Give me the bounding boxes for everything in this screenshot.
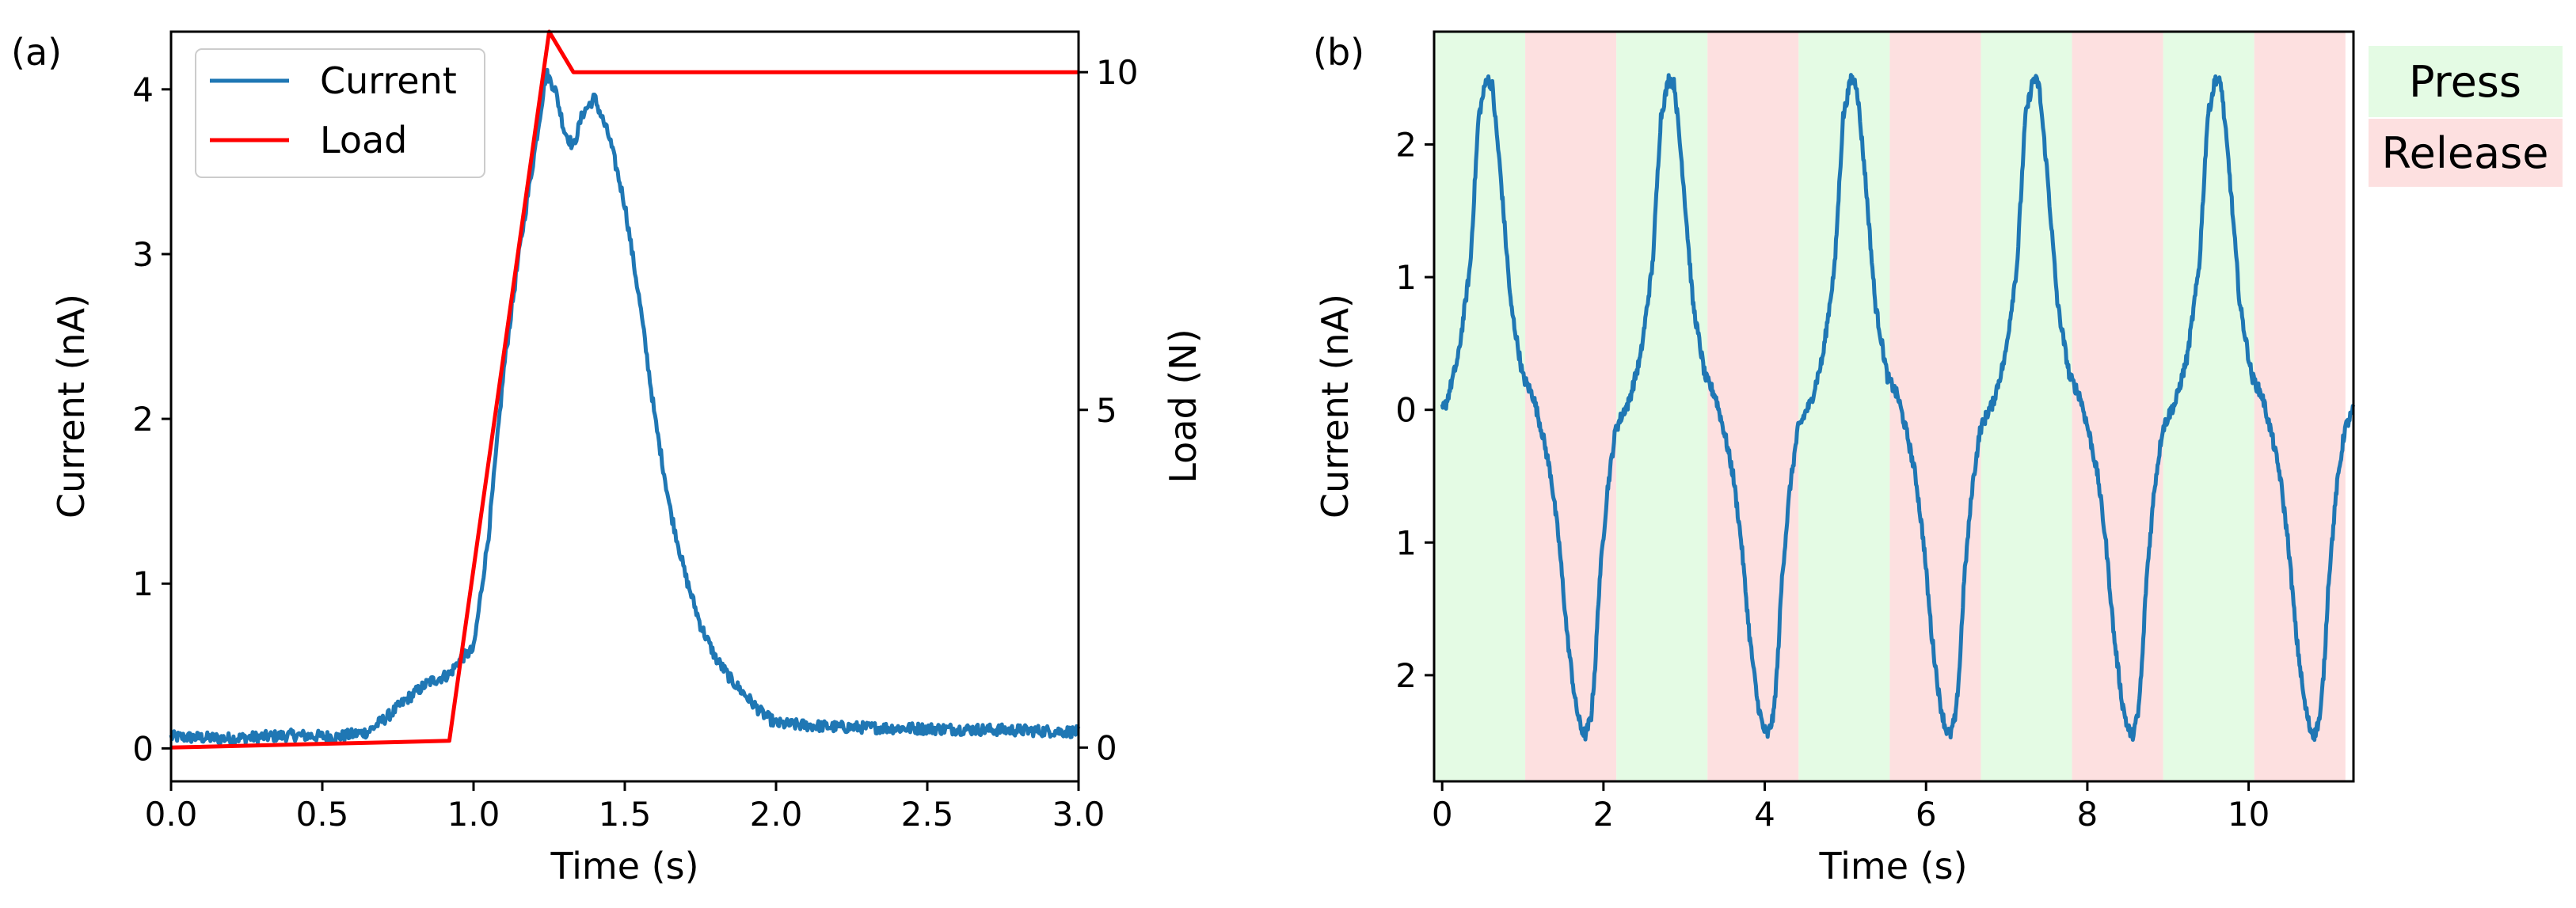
panel-b-x-axis-label: Time (s) [1818,845,1967,887]
panel-a-y2-ticks: 0 5 10 [1079,53,1138,767]
panel-a-x-axis-label: Time (s) [550,845,698,887]
panel-a-x-tick-label: 2.5 [901,795,954,834]
press-phase-band [1616,32,1708,781]
panel-b-x-tick-label: 2 [1593,795,1615,834]
panel-a-y-ticks: 0 1 2 3 4 [132,70,171,768]
panel-b-phase-bands [1434,32,2346,781]
panel-b-x-tick-label: 4 [1754,795,1775,834]
panel-b-label: (b) [1313,31,1364,74]
panel-a-y2-tick-label: 5 [1096,391,1117,430]
panel-b-legend: Press Release [2369,46,2563,187]
panel-b-series-layer [1440,73,2356,743]
panel-a-legend-current-label: Current [320,59,457,102]
panel-b-y-ticks: 2 1 0 1 2 [1395,125,1434,695]
press-phase-band [1981,32,2072,781]
panel-b-y-axis-label: Current (nA) [1314,294,1356,519]
panel-b-legend-release-swatch [2369,119,2563,187]
panel-a-y-tick-label: 3 [132,235,154,274]
panel-a-chart: (a) 0.0 0.5 1.0 1.5 2.0 2.5 3.0 0 1 2 3 4 0 5 10 Tim… [11,29,1204,887]
press-phase-band [2163,32,2254,781]
panel-b-plot-frame [1433,30,2355,783]
panel-b-y-tick-label: 1 [1395,523,1417,562]
press-phase-band [1434,32,1526,781]
panel-a-y2-tick-label: 0 [1096,728,1117,767]
panel-b-x-tick-label: 8 [2077,795,2098,834]
panel-a-legend-load-label: Load [320,119,407,161]
panel-b-x-tick-label: 6 [1916,795,1937,834]
panel-a-y-tick-label: 4 [132,70,154,109]
panel-b-x-ticks: 0 2 4 6 8 10 [1432,781,2270,834]
panel-a-x-tick-label: 1.5 [599,795,652,834]
cyclic-current-series-line [1440,73,2356,743]
panel-a-x-tick-label: 0.0 [145,795,198,834]
current-series-line [169,67,1081,747]
panel-b-x-tick-label: 10 [2228,795,2270,834]
panel-b-y-tick-label: 2 [1395,656,1417,695]
panel-a-y2-axis-label: Load (N) [1162,329,1204,483]
panel-b-legend-press-swatch [2369,46,2563,117]
panel-a-legend: Current Load [195,48,485,178]
panel-b-y-tick-label: 2 [1395,125,1417,164]
panel-a-y-tick-label: 0 [132,729,154,768]
panel-a-label: (a) [11,31,62,74]
panel-a-x-tick-label: 0.5 [296,795,349,834]
panel-a-y2-tick-label: 10 [1096,53,1138,92]
panel-b-legend-press-label: Press [2409,57,2521,107]
panel-b-legend-release-label: Release [2382,128,2549,178]
panel-a-x-tick-label: 2.0 [750,795,803,834]
panel-a-y-tick-label: 2 [132,400,154,439]
panel-a-x-tick-label: 1.0 [447,795,500,834]
panel-b-x-tick-label: 0 [1432,795,1453,834]
panel-a-x-ticks: 0.0 0.5 1.0 1.5 2.0 2.5 3.0 [145,781,1105,834]
panel-b-y-tick-label: 1 [1395,258,1417,297]
panel-a-y-tick-label: 1 [132,564,154,603]
press-phase-band [1798,32,1890,781]
panel-a-y-axis-label: Current (nA) [50,294,93,519]
panel-a-x-tick-label: 3.0 [1052,795,1105,834]
panel-b-y-tick-label: 0 [1395,391,1417,430]
